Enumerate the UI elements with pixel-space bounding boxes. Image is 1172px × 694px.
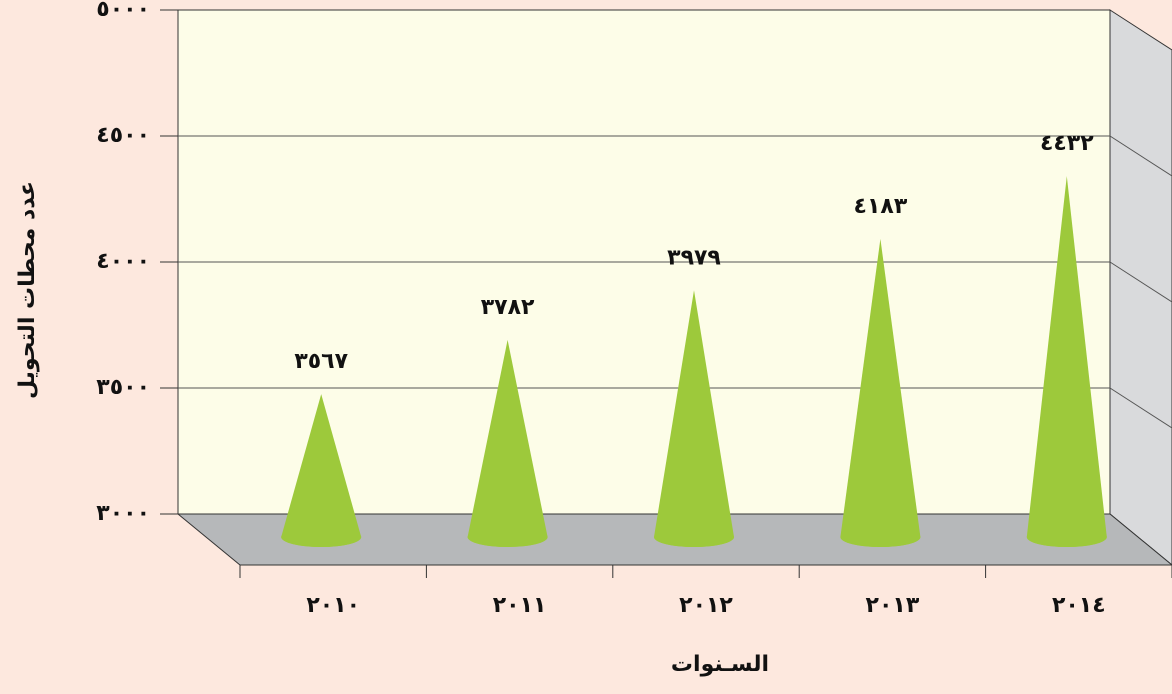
x-axis-title: السـنوات (671, 652, 769, 677)
cone (654, 290, 734, 547)
y-tick-label: ٣٥٠٠ (96, 375, 150, 400)
side-grid-line (1109, 387, 1172, 429)
x-tick-label: ٢٠١١ (493, 593, 547, 618)
y-tick-label: ٤٥٠٠ (96, 123, 150, 148)
data-label: ٣٧٨٢ (481, 295, 535, 320)
cone (467, 339, 548, 547)
side-wall (1109, 9, 1172, 566)
x-tick-label: ٢٠١٣ (866, 593, 920, 618)
x-tick-label: ٢٠١٤ (1052, 593, 1106, 618)
data-label: ٤١٨٣ (854, 194, 908, 219)
x-tick-label: ٢٠١٢ (679, 593, 733, 618)
side-grid-line (1109, 135, 1172, 177)
cone (281, 394, 362, 547)
data-label: ٣٥٦٧ (294, 349, 348, 374)
side-grid-line (1109, 261, 1172, 303)
cone (1026, 176, 1107, 548)
y-tick-label: ٥٠٠٠ (96, 0, 150, 22)
cone (840, 238, 921, 547)
x-tick-label: ٢٠١٠ (306, 593, 360, 618)
y-tick-label: ٤٠٠٠ (96, 249, 150, 274)
data-label: ٣٩٧٩ (667, 245, 721, 270)
data-label: ٤٤٣٢ (1040, 131, 1094, 156)
y-axis-title: عدد محطات التحويل (15, 181, 40, 399)
y-tick-label: ٣٠٠٠ (96, 501, 150, 526)
